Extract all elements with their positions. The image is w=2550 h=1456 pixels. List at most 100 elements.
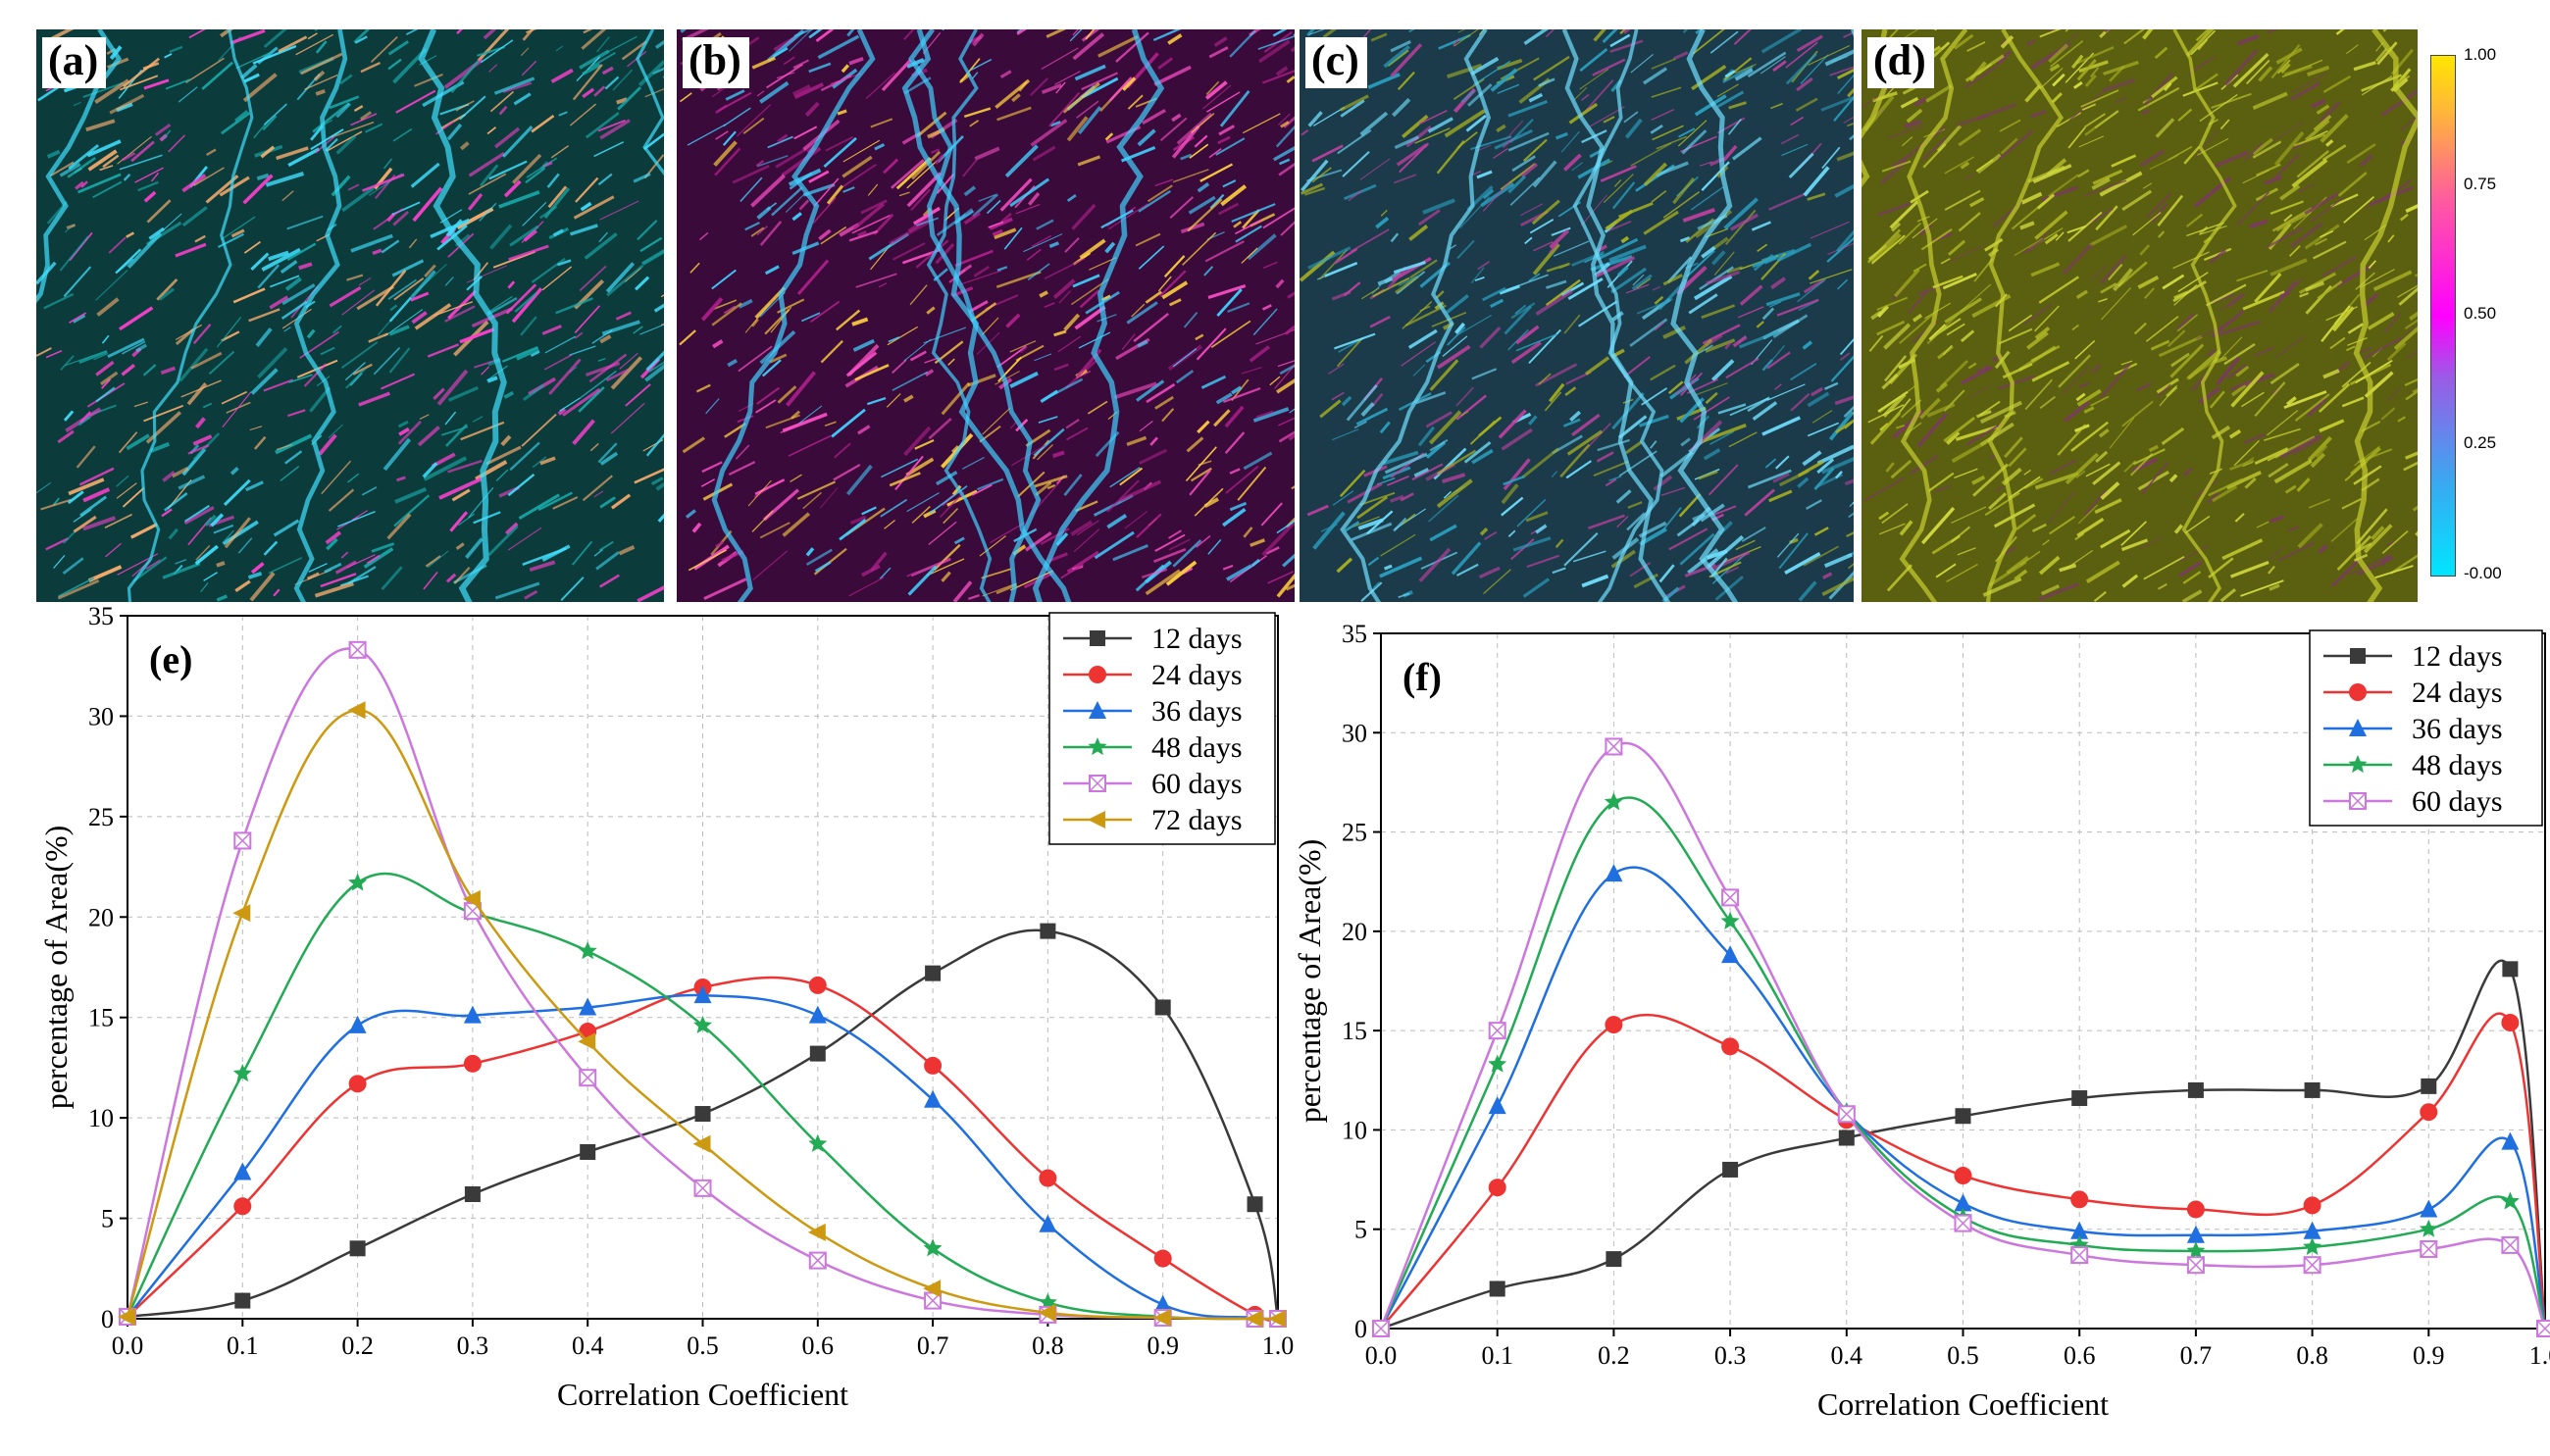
map-streak: [2296, 149, 2329, 178]
map-streak: [2305, 280, 2325, 292]
map-streak: [857, 425, 871, 435]
map-streak: [168, 134, 185, 153]
map-streak: [909, 350, 927, 362]
map-streak: [504, 522, 519, 535]
map-streak: [2048, 491, 2075, 525]
map-streak: [417, 426, 440, 447]
map-streak: [2081, 103, 2096, 111]
map-streak: [1535, 363, 1578, 387]
map-streak: [548, 358, 582, 395]
map-streak: [742, 117, 765, 134]
map-streak: [1380, 533, 1416, 557]
map-streak: [1948, 245, 1982, 263]
map-streak: [1469, 420, 1496, 445]
map-streak: [1703, 448, 1721, 461]
map-streak: [2135, 382, 2152, 392]
map-streak: [2291, 72, 2328, 93]
map-streak: [865, 72, 895, 100]
map-streak: [2232, 53, 2270, 88]
map-streak: [610, 402, 645, 434]
map-streak: [1404, 304, 1447, 327]
map-streak: [2123, 460, 2137, 473]
map-streak: [907, 565, 938, 596]
map-streak: [1960, 329, 1975, 343]
map-streak: [1605, 478, 1617, 487]
map-streak: [221, 112, 251, 135]
map-streak: [303, 363, 328, 387]
map-streak: [723, 107, 751, 127]
map-streak: [341, 289, 376, 316]
map-streak: [1939, 359, 1969, 388]
map-streak: [2093, 590, 2107, 602]
map-streak: [1189, 143, 1209, 159]
map-streak: [2264, 427, 2301, 441]
data-point: [2420, 1103, 2438, 1122]
map-streak: [1802, 340, 1813, 350]
map-streak: [1807, 422, 1840, 437]
map-streak: [971, 72, 979, 79]
map-streak: [73, 314, 86, 324]
map-streak: [1925, 84, 1953, 103]
map-streak: [2034, 472, 2079, 490]
map-streak: [1190, 467, 1212, 482]
map-streak: [1728, 101, 1747, 110]
map-streak: [109, 93, 145, 115]
map-streak: [1878, 511, 1890, 521]
map-streak: [2383, 312, 2402, 333]
map-streak: [59, 162, 81, 177]
map-streak: [1898, 222, 1921, 245]
map-streak: [2157, 383, 2171, 398]
map-streak: [2062, 365, 2090, 395]
map-streak: [1418, 110, 1448, 126]
map-streak: [599, 451, 619, 466]
map-streak: [300, 52, 343, 75]
map-streak: [1197, 420, 1210, 434]
map-streak: [154, 124, 172, 136]
map-streak: [972, 32, 985, 47]
map-streak: [1509, 176, 1541, 206]
map-texture: [1862, 29, 2418, 602]
map-streak: [1562, 418, 1581, 427]
map-streak: [798, 199, 810, 211]
map-streak: [1798, 580, 1817, 602]
map-streak: [1971, 475, 1986, 485]
map-streak: [584, 232, 618, 260]
map-streak: [891, 159, 925, 189]
map-streak: [849, 515, 867, 526]
map-streak: [1319, 399, 1342, 419]
map-streak: [1881, 160, 1912, 173]
map-streak: [518, 493, 560, 521]
map-streak: [2386, 387, 2401, 402]
map-streak: [217, 232, 244, 248]
map-streak: [2275, 335, 2305, 358]
map-streak: [2167, 329, 2186, 347]
map-streak: [2129, 453, 2154, 477]
map-streak: [698, 231, 709, 241]
map-streak: [1280, 221, 1295, 236]
map-streak: [1725, 566, 1740, 575]
map-streak: [2121, 400, 2154, 427]
map-streak: [192, 324, 212, 345]
chart-f: 0.00.10.20.30.40.50.60.70.80.91.00510152…: [1292, 598, 2550, 1456]
map-streak: [1729, 397, 1769, 417]
map-streak: [839, 519, 867, 541]
map-streak: [507, 473, 536, 497]
map-streak: [2158, 582, 2168, 590]
map-streak: [769, 353, 788, 364]
map-streak: [1716, 83, 1739, 98]
map-streak: [1471, 368, 1498, 380]
map-streak: [335, 134, 357, 155]
map-streak: [1512, 536, 1552, 552]
map-streak: [381, 566, 403, 591]
map-streak: [1724, 70, 1736, 78]
map-streak: [1096, 314, 1117, 323]
map-streak: [483, 29, 497, 40]
map-streak: [175, 242, 207, 258]
data-point: [1489, 1280, 1505, 1297]
map-streak: [1153, 65, 1192, 86]
map-streak: [2374, 565, 2414, 579]
map-streak: [1565, 460, 1592, 479]
map-streak: [2283, 214, 2293, 223]
map-streak: [644, 364, 664, 382]
map-streak: [2243, 433, 2266, 444]
